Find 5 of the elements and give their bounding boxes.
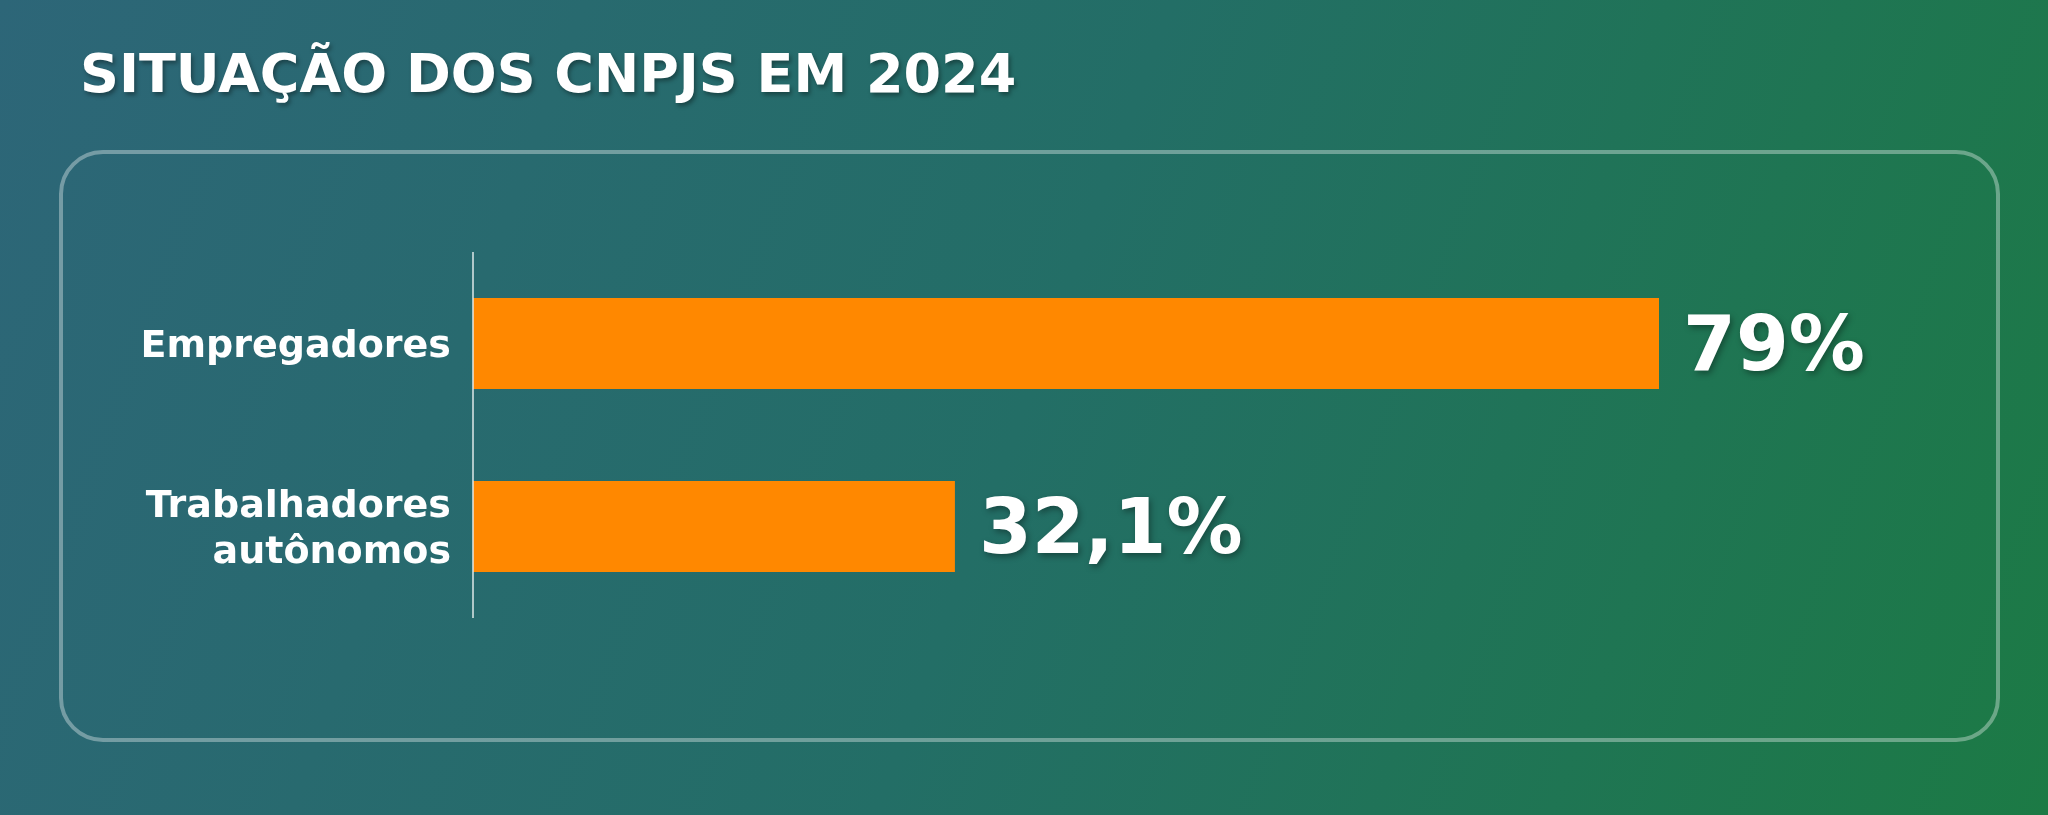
y-tick-label: Trabalhadores autônomos [145,481,451,572]
y-tick-label: Empregadores [140,321,451,366]
data-label: 32,1% [978,482,1243,571]
chart-title: SITUAÇÃO DOS CNPJS EM 2024 [80,42,1017,105]
data-label: 79% [1683,299,1865,388]
